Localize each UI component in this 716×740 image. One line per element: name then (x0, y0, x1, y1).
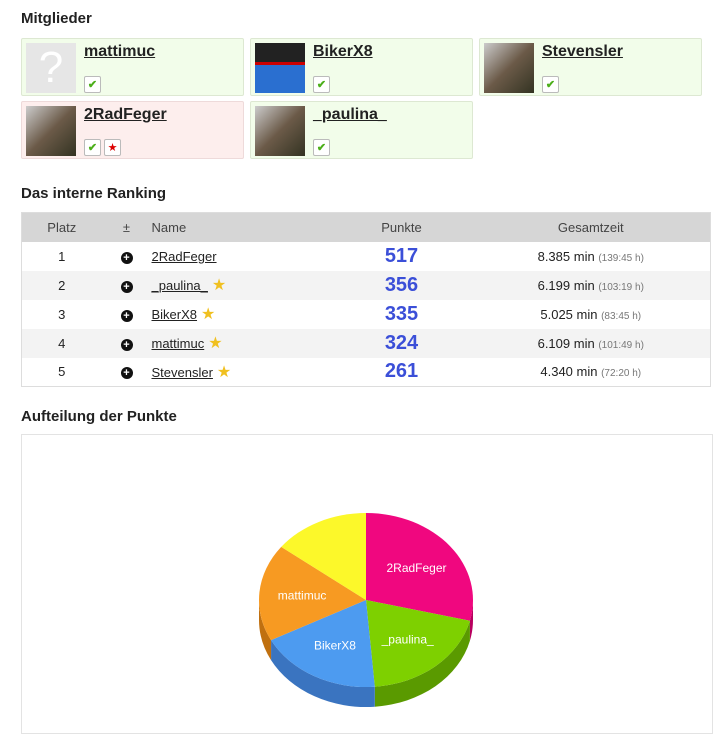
member-card: ? mattimuc ✔ (21, 38, 244, 96)
member-card: BikerX8 ✔ (250, 38, 473, 96)
points: 356 (384, 273, 419, 296)
expand-plus-icon[interactable]: + (120, 309, 133, 322)
total-hours: (83:45 h) (601, 310, 642, 322)
verified-badge-icon: ✔ (313, 139, 330, 156)
table-row: 1 + 2RadFeger 517 8.385 min (139:45 h) (22, 242, 711, 271)
points: 335 (384, 302, 419, 325)
total-hours: (101:49 h) (598, 339, 644, 351)
total-time: 8.385 min (537, 248, 595, 264)
member-card: Stevensler ✔ (479, 38, 702, 96)
verified-badge-icon: ✔ (84, 76, 101, 93)
pie-chart-container: 2RadFeger _paulina_ BikerX8 mattimuc (21, 434, 713, 734)
pie-slice (366, 513, 473, 621)
expand-plus-icon[interactable]: + (120, 280, 133, 293)
member-card: _paulina_ ✔ (250, 101, 473, 159)
members-title: Mitglieder (21, 10, 92, 27)
total-time: 6.109 min (537, 335, 595, 351)
member-card: 2RadFeger ✔ ★ (21, 101, 244, 159)
rank: 1 (58, 248, 66, 264)
verified-badge-icon: ✔ (542, 76, 559, 93)
user-link[interactable]: BikerX8 (151, 307, 198, 322)
col-platz: Platz (21, 212, 102, 242)
total-hours: (139:45 h) (598, 252, 644, 264)
rank: 2 (21, 270, 102, 300)
pie-slice (259, 546, 366, 641)
user-link[interactable]: mattimuc (151, 336, 205, 351)
star-icon: ★ (211, 277, 227, 294)
user-link[interactable]: Stevensler (151, 364, 213, 380)
expand-plus-icon[interactable]: + (120, 367, 133, 380)
member-name-link[interactable]: 2RadFeger (84, 106, 167, 123)
pie-chart: 2RadFeger _paulina_ BikerX8 mattimuc (259, 513, 473, 707)
star-icon: ★ (216, 363, 232, 381)
user-link[interactable]: 2RadFeger (151, 248, 217, 264)
total-time: 4.340 min (540, 364, 598, 380)
pie-slice-side (469, 600, 473, 641)
total-hours: (72:20 h) (601, 368, 642, 380)
pie-slice-side (259, 600, 272, 661)
table-row: 5 + Stevensler ★ 261 4.340 min (72:20 h) (22, 358, 711, 387)
col-name: Name (151, 212, 332, 242)
pie-slice (366, 600, 470, 687)
pie-label: _paulina_ (381, 633, 434, 647)
pie-slice (271, 600, 375, 687)
table-row: 3 + BikerX8 ★ 335 5.025 min (83:45 h) (22, 300, 711, 329)
table-row: 2 + _paulina_ ★ 356 6.199 min (103:19 h) (21, 270, 711, 300)
points: 517 (384, 244, 419, 267)
verified-badge-icon: ✔ (313, 76, 330, 93)
avatar[interactable] (255, 43, 305, 93)
ranking-table: Platz ± Name Punkte Gesamtzeit 1 + 2RadF… (21, 212, 711, 387)
pie-slice-side (374, 620, 470, 707)
total-time: 6.199 min (537, 277, 595, 293)
member-name-link[interactable]: Stevensler (542, 43, 623, 60)
total-hours: (103:19 h) (598, 281, 644, 293)
points: 261 (384, 360, 419, 383)
chart-title: Aufteilung der Punkte (21, 408, 177, 425)
col-change: ± (101, 212, 152, 242)
rank: 3 (58, 306, 66, 322)
pie-label: 2RadFeger (386, 561, 446, 575)
star-icon: ★ (208, 335, 223, 352)
star-badge-icon: ★ (104, 139, 121, 156)
member-name-link[interactable]: mattimuc (84, 43, 156, 60)
rank: 5 (58, 364, 66, 380)
expand-plus-icon[interactable]: + (120, 338, 133, 351)
star-icon: ★ (201, 306, 216, 323)
ranking-title: Das interne Ranking (21, 185, 167, 202)
member-name-link[interactable]: _paulina_ (313, 106, 387, 123)
pie-slice-side (271, 640, 375, 707)
rank: 4 (21, 328, 102, 358)
col-punkte: Punkte (331, 212, 472, 242)
pie-label: BikerX8 (314, 639, 356, 653)
pie-slice (281, 513, 366, 600)
avatar[interactable] (484, 43, 534, 93)
expand-plus-icon[interactable]: + (120, 251, 133, 264)
avatar[interactable] (255, 106, 305, 156)
total-time: 5.025 min (540, 306, 598, 322)
table-row: 4 + mattimuc ★ 324 6.109 min (101:49 h) (21, 328, 711, 358)
pie-label: mattimuc (278, 588, 327, 602)
col-gesamtzeit: Gesamtzeit (471, 212, 711, 242)
verified-badge-icon: ✔ (84, 139, 101, 156)
member-name-link[interactable]: BikerX8 (313, 43, 373, 60)
points: 324 (384, 331, 419, 354)
user-link[interactable]: _paulina_ (151, 278, 208, 293)
avatar[interactable] (26, 106, 76, 156)
avatar[interactable]: ? (26, 43, 76, 93)
